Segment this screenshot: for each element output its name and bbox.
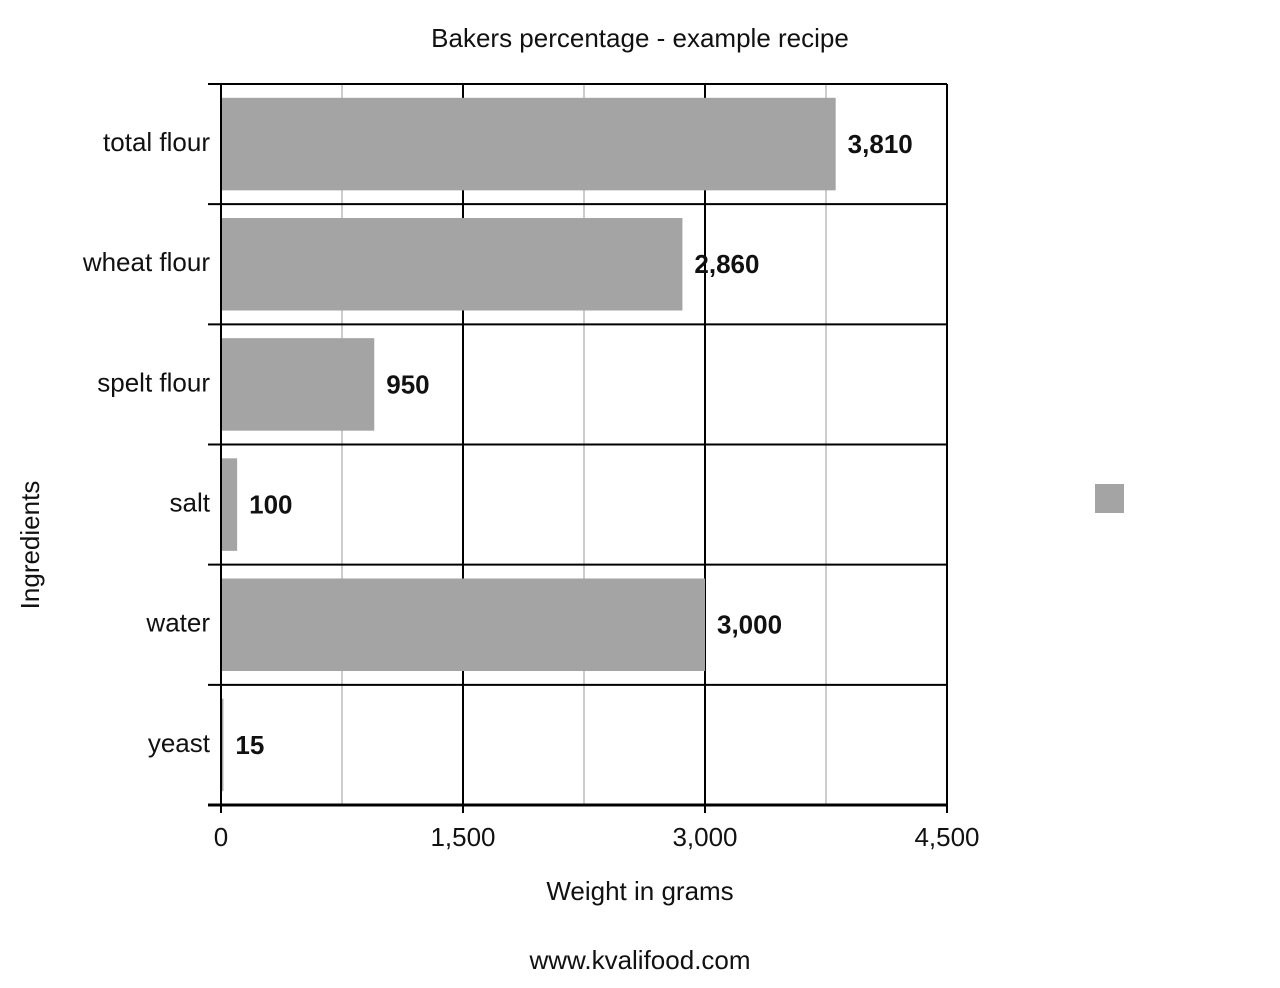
- footer: www.kvalifood.com: [528, 945, 750, 975]
- value-label: 3,810: [848, 129, 913, 159]
- y-tick-label: spelt flour: [97, 367, 210, 397]
- legend-swatch: [1095, 484, 1124, 513]
- bar: [221, 338, 375, 431]
- bar: [221, 578, 705, 672]
- y-tick-label: salt: [170, 487, 211, 517]
- y-tick-label: total flour: [103, 127, 210, 157]
- chart-title: Bakers percentage - example recipe: [431, 23, 849, 53]
- x-axis-label: Weight in grams: [546, 876, 733, 906]
- value-label: 15: [235, 730, 264, 760]
- y-tick-label: water: [145, 608, 210, 638]
- value-label: 2,860: [694, 249, 759, 279]
- bar: [221, 217, 683, 311]
- y-axis-label: Ingredients: [15, 481, 45, 610]
- value-label: 950: [386, 369, 429, 399]
- x-tick-label: 1,500: [430, 822, 495, 852]
- bar: [221, 458, 238, 551]
- y-tick-label: yeast: [148, 728, 211, 758]
- x-tick-label: 4,500: [914, 822, 979, 852]
- value-label: 3,000: [717, 610, 782, 640]
- y-tick-label: wheat flour: [82, 247, 211, 277]
- x-tick-label: 0: [214, 822, 228, 852]
- value-label: 100: [249, 489, 292, 519]
- bar: [221, 698, 224, 792]
- bar: [221, 97, 836, 191]
- x-tick-label: 3,000: [672, 822, 737, 852]
